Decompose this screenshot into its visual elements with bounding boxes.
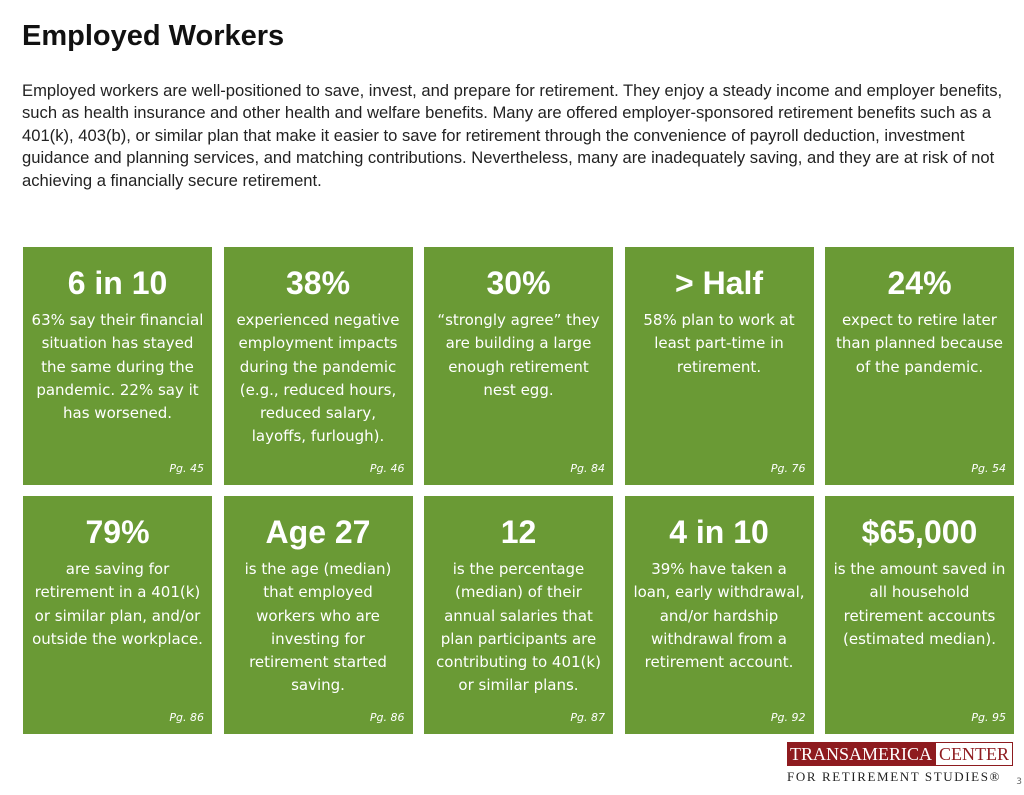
page-ref: Pg. 84 xyxy=(570,462,605,475)
stat-card: > Half 58% plan to work at least part-tim… xyxy=(624,247,814,485)
page-ref: Pg. 45 xyxy=(169,462,204,475)
stat-text: “strongly agree” they are building a lar… xyxy=(437,311,600,399)
stat-card: 24% expect to retire later than planned b… xyxy=(825,247,1014,485)
stat-text: 39% have taken a loan, early withdrawal,… xyxy=(633,560,805,672)
stat-text: is the percentage (median) of their annu… xyxy=(436,560,601,695)
page-ref: Pg. 46 xyxy=(369,462,405,475)
stat-headline: 38% xyxy=(285,265,351,301)
logo-subtitle: FOR RETIREMENT STUDIES® xyxy=(787,769,1002,784)
stat-headline: Age 27 xyxy=(265,514,371,550)
stat-text: is the amount saved in all household ret… xyxy=(833,560,1006,648)
page-ref: Pg. 92 xyxy=(770,711,806,724)
stat-card: 6 in 10 63% say their financial situation… xyxy=(23,247,212,485)
stat-headline: 24% xyxy=(887,265,952,301)
stat-card: 30% “strongly agree” they are building a … xyxy=(424,247,613,485)
stat-text: 58% plan to work at least part-time in r… xyxy=(643,311,795,376)
stat-card: 38% experienced negative employment impac… xyxy=(223,247,413,485)
stat-headline: > Half xyxy=(674,265,764,301)
stat-text: are saving for retirement in a 401(k) or… xyxy=(32,560,203,648)
page-ref: Pg. 54 xyxy=(971,462,1006,475)
stat-card: 12 is the percentage (median) of their an… xyxy=(424,496,613,734)
logo-name: TRANSAMERICA xyxy=(787,742,936,766)
stat-card: 79% are saving for retirement in a 401(k)… xyxy=(23,496,212,734)
stat-text: expect to retire later than planned beca… xyxy=(835,311,1003,376)
stat-headline: 4 in 10 xyxy=(669,514,769,550)
stat-headline: 6 in 10 xyxy=(67,265,168,301)
stat-headline: 30% xyxy=(486,265,551,301)
stat-text: 63% say their financial situation has st… xyxy=(31,311,204,423)
stat-text: is the age (median) that employed worker… xyxy=(244,560,392,695)
stat-card: $65,000 is the amount saved in all househ… xyxy=(825,496,1014,734)
logo-center: CENTER xyxy=(935,742,1014,766)
page-ref: Pg. 86 xyxy=(169,711,204,724)
page-ref: Pg. 87 xyxy=(570,711,605,724)
page-ref: Pg. 95 xyxy=(971,711,1006,724)
page-ref: Pg. 76 xyxy=(770,462,806,475)
stat-card: 4 in 10 39% have taken a loan, early with… xyxy=(624,496,814,734)
intro: Employed workers are well-positioned to … xyxy=(22,81,1003,190)
stat-headline: $65,000 xyxy=(861,514,978,550)
page-ref: Pg. 86 xyxy=(369,711,405,724)
stat-headline: 79% xyxy=(85,514,150,550)
stat-text: experienced negative employment impacts … xyxy=(236,311,400,446)
stat-headline: 12 xyxy=(500,514,537,550)
page-number: 3 xyxy=(1016,777,1022,787)
logo-row: TRANSAMERICA CENTER xyxy=(787,742,1014,766)
stat-card: Age 27 is the age (median) that employed … xyxy=(223,496,413,734)
title: Employed Workers xyxy=(22,20,285,52)
logo: TRANSAMERICA CENTER FOR RETIREMENT STUDIE… xyxy=(787,742,1014,785)
